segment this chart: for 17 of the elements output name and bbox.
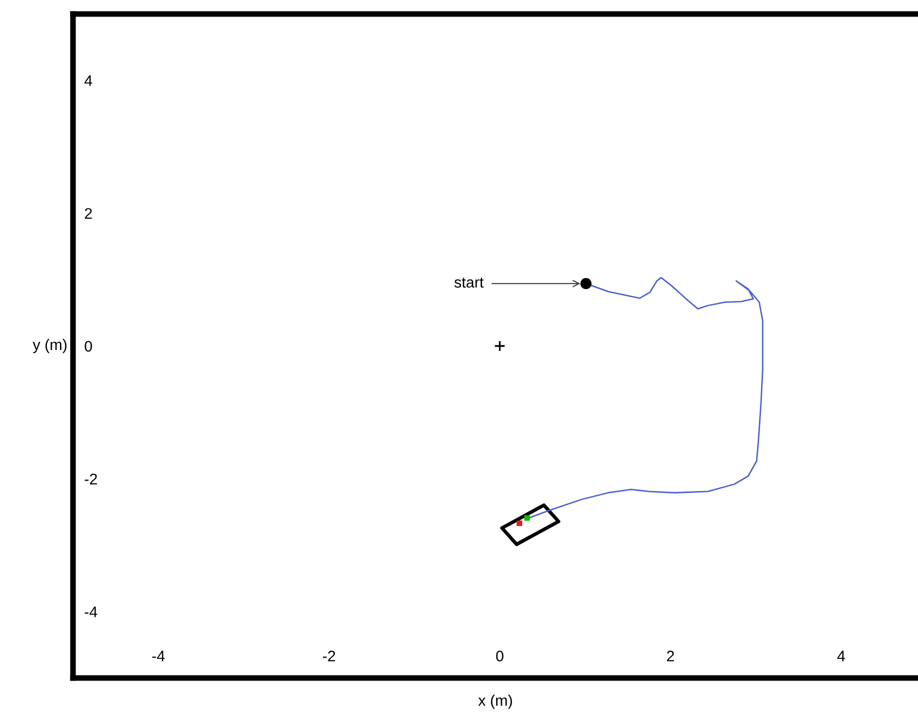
- x-tick-label: -2: [322, 650, 336, 662]
- x-tick-label: 0: [496, 650, 504, 662]
- y-tick-label: 0: [84, 340, 92, 352]
- y-axis-title: y (m): [32, 338, 66, 354]
- y-tick-label: 2: [84, 208, 92, 219]
- y-tick-label: -4: [84, 606, 98, 618]
- x-tick-label: 4: [837, 650, 845, 662]
- y-tick-label: -2: [84, 474, 97, 484]
- y-tick-label: 4: [84, 75, 92, 86]
- point: [524, 515, 530, 521]
- x-tick-label: 2: [666, 650, 674, 662]
- x-tick-label: -4: [152, 650, 165, 662]
- point: [516, 520, 522, 526]
- point: [580, 278, 592, 290]
- annotation: start: [454, 278, 484, 288]
- point: [494, 340, 506, 352]
- x-axis-title: x (m): [478, 694, 512, 709]
